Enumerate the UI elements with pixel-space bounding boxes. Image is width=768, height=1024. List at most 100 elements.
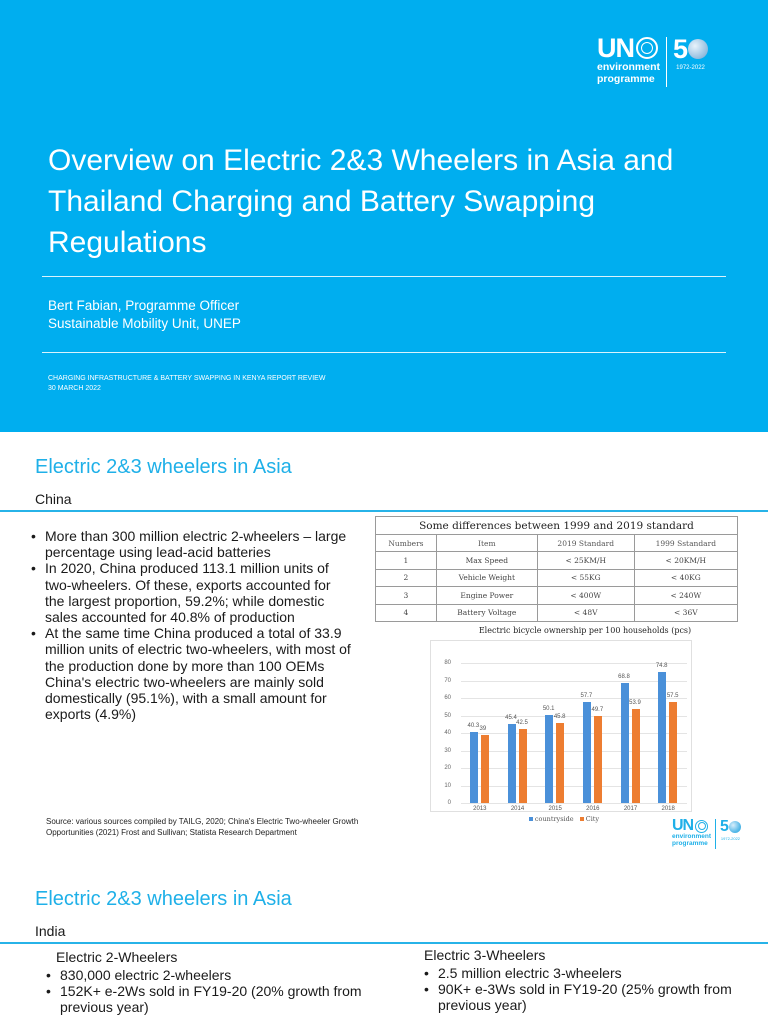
y-tick-label: 0 bbox=[447, 800, 451, 806]
x-tick-label: 2017 bbox=[623, 806, 638, 812]
table-cell: Battery Voltage bbox=[435, 603, 538, 622]
column-header: 2019 Standard bbox=[536, 534, 635, 552]
event-name: CHARGING INFRASTRUCTURE & BATTERY SWAPPI… bbox=[48, 375, 326, 382]
logo-un-text: UN bbox=[597, 33, 635, 63]
x-tick-label: 2016 bbox=[586, 806, 600, 812]
gridline bbox=[461, 663, 687, 664]
bar-city-2013 bbox=[480, 734, 489, 803]
x-tick-label: 2014 bbox=[510, 806, 525, 812]
bullet-item: 152K+ e-2Ws sold in FY19-20 (20% growth … bbox=[46, 983, 396, 1015]
presentation-title: Overview on Electric 2&3 Wheelers in Asi… bbox=[48, 144, 674, 259]
legend-swatch-countryside bbox=[528, 817, 533, 821]
bar-countryside-2016 bbox=[582, 702, 591, 803]
chart-title: Electric bicycle ownership per 100 house… bbox=[478, 626, 692, 635]
india-3w-bullets: 2.5 million electric 3-wheelers 90K+ e-3… bbox=[424, 965, 754, 1014]
bar-value-label: 40.3 bbox=[467, 723, 480, 730]
logo-line2: programme bbox=[672, 839, 708, 847]
bar-value-label: 50.1 bbox=[542, 706, 555, 713]
y-tick-label: 60 bbox=[444, 695, 451, 701]
bullet-item: At the same time China produced a total … bbox=[31, 625, 351, 722]
bar-city-2016 bbox=[593, 716, 602, 803]
gridline bbox=[461, 768, 687, 769]
table-cell: < 40KG bbox=[633, 568, 739, 587]
bar-value-label: 45.4 bbox=[505, 714, 517, 721]
author-unit: Sustainable Mobility Unit, UNEP bbox=[48, 316, 241, 331]
bar-countryside-2018 bbox=[658, 672, 667, 803]
y-tick-label: 20 bbox=[444, 765, 451, 771]
logo-anniversary-number: 5 bbox=[673, 34, 689, 64]
china-bullet-list: More than 300 million electric 2-wheeler… bbox=[31, 528, 351, 722]
divider bbox=[42, 352, 726, 353]
author-block: Bert Fabian, Programme Officer Sustainab… bbox=[48, 297, 241, 333]
logo-divider bbox=[666, 37, 668, 87]
bar-countryside-2017 bbox=[620, 682, 629, 803]
bar-countryside-2015 bbox=[545, 715, 554, 803]
table-row: 3 Engine Power < 400W < 240W bbox=[375, 586, 739, 605]
divider bbox=[42, 276, 726, 277]
bullet-item: 90K+ e-3Ws sold in FY19-20 (25% growth f… bbox=[424, 981, 754, 1013]
table-caption: Some differences between 1999 and 2019 s… bbox=[375, 516, 738, 534]
slide-subtitle: India bbox=[35, 923, 66, 939]
bullet-item: More than 300 million electric 2-wheeler… bbox=[31, 528, 351, 560]
bullet-item: 2.5 million electric 3-wheelers bbox=[424, 965, 754, 981]
slide-title: Electric 2&3 wheelers in Asia bbox=[35, 888, 292, 910]
bar-city-2014 bbox=[518, 728, 527, 803]
table-cell: Max Speed bbox=[435, 551, 538, 570]
gridline bbox=[461, 715, 687, 717]
table-cell: < 400W bbox=[536, 586, 635, 605]
gridline bbox=[461, 733, 687, 734]
logo-years: 1972-2022 bbox=[720, 836, 741, 841]
event-date: 30 March 2022 bbox=[48, 385, 101, 392]
chart-frame: 0 10 20 30 40 50 60 70 80 40.3 39 2013 45.4 42.5 2014 5… bbox=[430, 640, 692, 823]
y-tick-label: 10 bbox=[444, 782, 451, 789]
y-tick-label: 40 bbox=[444, 730, 451, 736]
chart-plot-area: 0 10 20 30 40 50 60 70 80 40.3 39 2013 45.4 42.5 2014 5… bbox=[444, 660, 687, 812]
table-header-row: Numbers Item 2019 Standard 1999 Sstandar… bbox=[375, 534, 739, 552]
table-cell: < 25KM/H bbox=[536, 551, 635, 570]
bar-city-2017 bbox=[631, 708, 640, 803]
table-cell: 2 bbox=[375, 568, 437, 587]
china-slide: Electric 2&3 wheelers in Asia China More… bbox=[0, 432, 768, 864]
column-header: Numbers bbox=[375, 534, 437, 552]
x-tick-label: 2018 bbox=[661, 806, 675, 812]
table-cell: < 48V bbox=[536, 603, 635, 622]
globe-icon bbox=[728, 820, 741, 833]
bar-value-label: 68.8 bbox=[618, 673, 630, 680]
title-underline bbox=[0, 942, 768, 944]
ownership-bar-chart: Electric bicycle ownership per 100 house… bbox=[430, 626, 740, 823]
table-row: 4 Battery Voltage < 48V < 36V bbox=[375, 603, 739, 622]
table-cell: Vehicle Weight bbox=[435, 568, 538, 587]
table-cell: < 55KG bbox=[536, 568, 635, 587]
table-cell: Engine Power bbox=[435, 586, 538, 605]
bar-value-label: 45.8 bbox=[553, 713, 566, 720]
bar-value-label: 49.7 bbox=[591, 707, 604, 714]
chart-legend: countryside City bbox=[431, 815, 693, 823]
bar-city-2015 bbox=[556, 722, 565, 803]
logo-line1: environment bbox=[597, 61, 661, 73]
legend-swatch-city bbox=[579, 817, 584, 821]
standards-table: Some differences between 1999 and 2019 s… bbox=[375, 516, 739, 622]
table-cell: < 240W bbox=[633, 586, 739, 605]
india-2w-bullets: 830,000 electric 2-wheelers 152K+ e-2Ws … bbox=[46, 967, 396, 1016]
unep-logo: UN environment programme 5 1972-2022 bbox=[672, 818, 741, 849]
bar-value-label: 74.8 bbox=[655, 663, 668, 670]
gridline bbox=[461, 785, 687, 787]
column-heading-2w: Electric 2-Wheelers bbox=[56, 949, 178, 965]
slide-subtitle: China bbox=[35, 491, 72, 507]
bar-countryside-2014 bbox=[507, 723, 516, 803]
india-slide: Electric 2&3 wheelers in Asia India Elec… bbox=[0, 864, 768, 1024]
event-block: CHARGING INFRASTRUCTURE & BATTERY SWAPPI… bbox=[48, 374, 325, 394]
bullet-item: 830,000 electric 2-wheelers bbox=[46, 967, 396, 983]
source-note: Source: various sources compiled by TAIL… bbox=[46, 817, 359, 837]
table-row: 2 Vehicle Weight < 55KG < 40KG bbox=[375, 568, 739, 587]
un-emblem-icon bbox=[636, 37, 658, 59]
logo-anniversary-number: 5 bbox=[720, 818, 729, 835]
legend-label: countryside bbox=[534, 815, 574, 823]
author-name: Bert Fabian, Programme Officer bbox=[48, 298, 240, 313]
bar-value-label: 53.9 bbox=[629, 699, 641, 706]
y-tick-label: 80 bbox=[444, 660, 451, 666]
logo-divider bbox=[715, 819, 717, 849]
logo-line2: programme bbox=[597, 73, 655, 86]
table-cell: < 20KM/H bbox=[633, 551, 739, 570]
gridline bbox=[461, 680, 687, 682]
